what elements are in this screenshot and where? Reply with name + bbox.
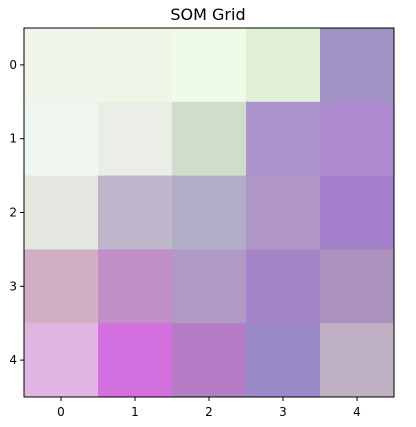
heatmap-cell-r1-c1	[98, 101, 173, 177]
x-tick-label: 0	[57, 405, 65, 419]
heatmap-cell-r2-c4	[320, 175, 395, 250]
chart-title: SOM Grid	[170, 5, 245, 24]
y-axis: 0 1 2 3 4	[9, 58, 24, 367]
heatmap-cell-r1-c0	[24, 101, 99, 177]
heatmap-cell-r0-c3	[246, 28, 321, 103]
heatmap-cell-r3-c4	[320, 249, 395, 324]
y-tick-label: 4	[9, 353, 17, 367]
heatmap-cell-r4-c2	[172, 323, 247, 398]
heatmap-cells	[24, 28, 395, 398]
heatmap-cell-r2-c1	[98, 175, 173, 250]
heatmap-cell-r1-c4	[320, 101, 395, 177]
y-tick-label: 2	[9, 206, 17, 220]
heatmap-cell-r0-c4	[320, 28, 395, 103]
heatmap-cell-r4-c3	[246, 323, 321, 398]
heatmap-cell-r3-c2	[172, 249, 247, 324]
heatmap-cell-r4-c1	[98, 323, 173, 398]
heatmap-cell-r0-c1	[98, 28, 173, 103]
heatmap-cell-r0-c2	[172, 28, 247, 103]
heatmap-cell-r4-c0	[24, 323, 99, 398]
heatmap-cell-r3-c0	[24, 249, 99, 324]
heatmap-cell-r2-c3	[246, 175, 321, 250]
x-tick-label: 4	[353, 405, 361, 419]
y-tick-label: 0	[9, 58, 17, 72]
heatmap-cell-r2-c2	[172, 175, 247, 250]
y-tick-label: 1	[9, 132, 17, 146]
heatmap-cell-r0-c0	[24, 28, 99, 103]
heatmap-cell-r4-c4	[320, 323, 395, 398]
x-tick-label: 3	[279, 405, 287, 419]
x-tick-label: 1	[131, 405, 139, 419]
y-tick-label: 3	[9, 279, 17, 293]
heatmap-cell-r2-c0	[24, 175, 99, 250]
x-tick-label: 2	[205, 405, 213, 419]
x-axis: 0 1 2 3 4	[57, 397, 361, 419]
heatmap-cell-r1-c2	[172, 101, 247, 177]
heatmap-cell-r3-c1	[98, 249, 173, 324]
heatmap-cell-r3-c3	[246, 249, 321, 324]
heatmap-cell-r1-c3	[246, 101, 321, 177]
